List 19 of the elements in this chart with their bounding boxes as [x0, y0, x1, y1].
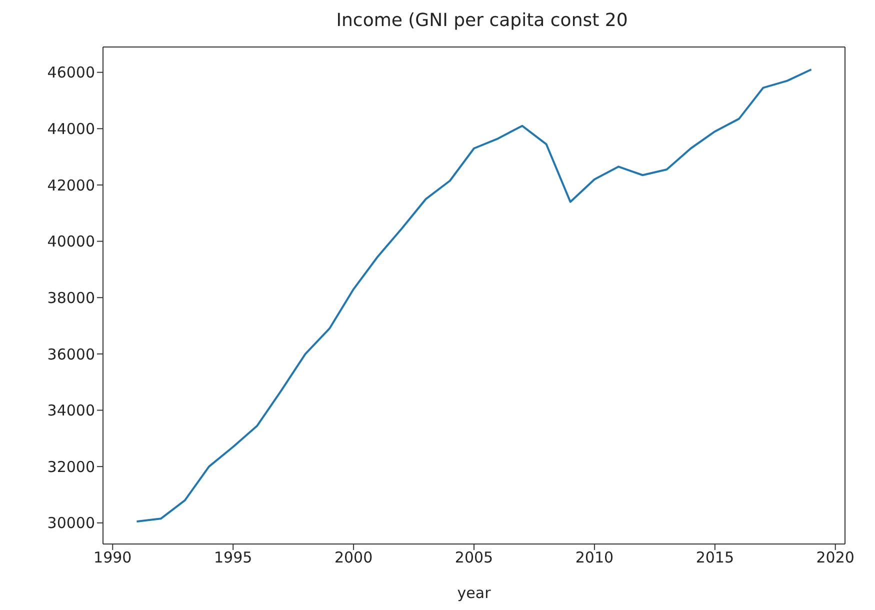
y-tick-label: 46000: [47, 64, 95, 82]
x-tick-label: 2015: [696, 548, 734, 567]
y-tick-label: 42000: [47, 176, 95, 194]
y-tick-label: 30000: [47, 514, 95, 532]
y-tick-label: 34000: [47, 402, 95, 420]
y-tick-label: 40000: [47, 232, 95, 251]
y-tick-label: 38000: [47, 288, 95, 307]
x-tick-label: 2020: [816, 548, 854, 567]
x-tick-label: 2000: [334, 548, 373, 567]
chart-title: Income (GNI per capita const 20: [335, 10, 629, 31]
line-series: [136, 68, 812, 522]
x-axis-title: year: [457, 584, 492, 602]
y-tick-label: 44000: [47, 120, 95, 138]
x-tick-label: 2005: [454, 548, 494, 567]
y-tick-label: 32000: [47, 458, 95, 476]
x-tick-label: 1990: [94, 548, 132, 567]
x-tick-label: 1995: [214, 548, 252, 567]
y-tick-label: 36000: [47, 345, 95, 364]
x-tick-label: 2010: [575, 548, 614, 567]
